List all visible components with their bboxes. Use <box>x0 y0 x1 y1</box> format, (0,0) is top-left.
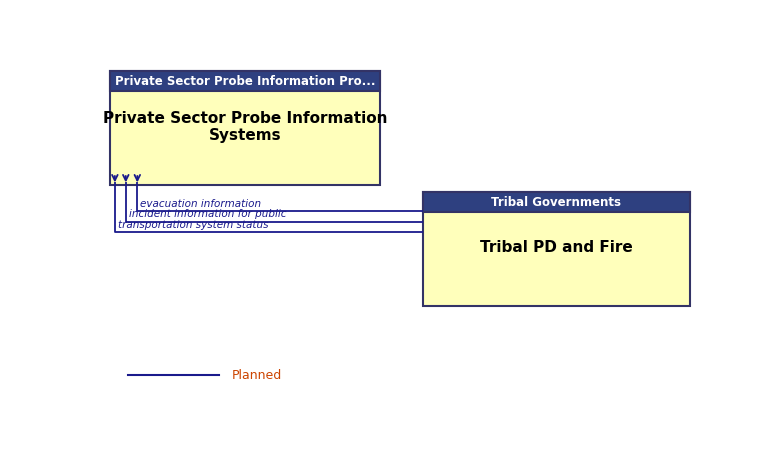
Text: incident information for public: incident information for public <box>129 210 287 220</box>
Bar <box>423 192 690 306</box>
Bar <box>110 71 380 185</box>
Text: Private Sector Probe Information
Systems: Private Sector Probe Information Systems <box>103 111 388 143</box>
Text: Private Sector Probe Information Pro...: Private Sector Probe Information Pro... <box>115 75 375 88</box>
Text: Planned: Planned <box>232 369 282 382</box>
Text: transportation system status: transportation system status <box>118 220 269 230</box>
Bar <box>423 192 690 212</box>
Text: Tribal Governments: Tribal Governments <box>491 196 621 209</box>
Text: Tribal PD and Fire: Tribal PD and Fire <box>480 241 633 255</box>
Text: evacuation information: evacuation information <box>140 199 262 209</box>
Bar <box>110 71 380 91</box>
